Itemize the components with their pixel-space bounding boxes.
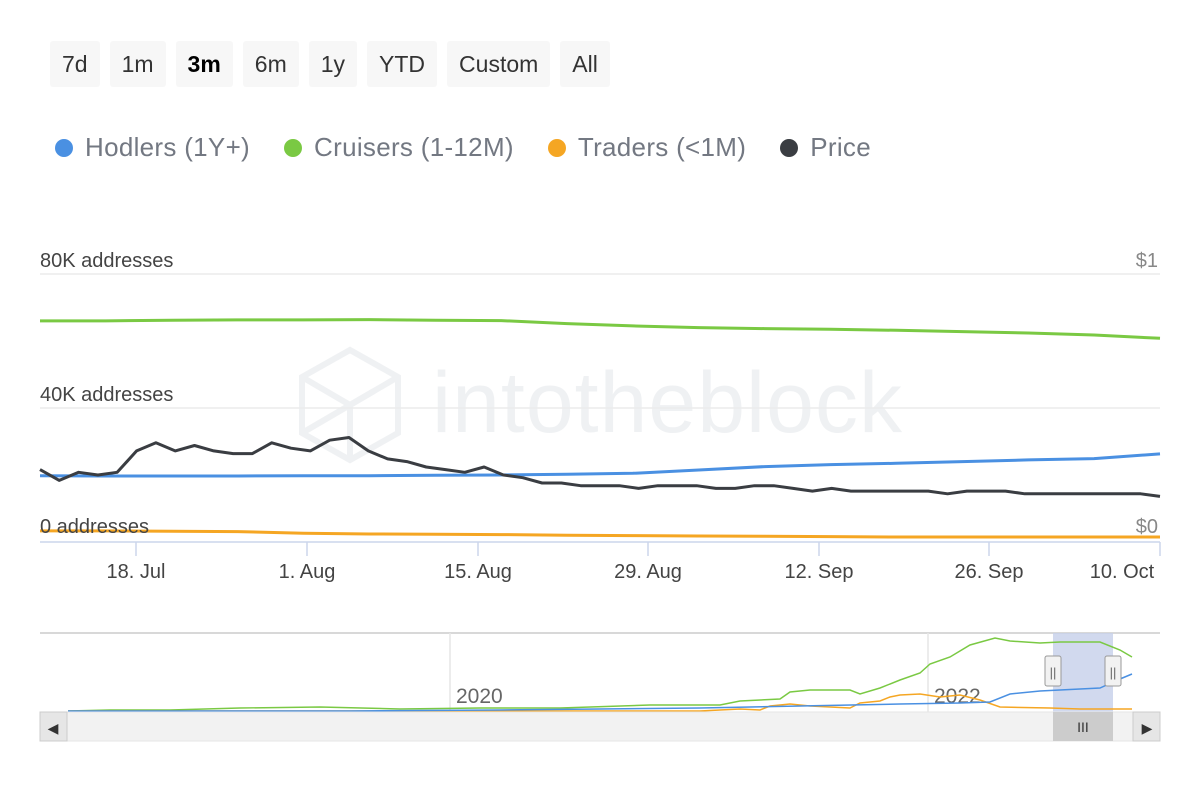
navigator: 2020 2022 || || xyxy=(40,632,1160,713)
range-button-all[interactable]: All xyxy=(560,41,610,87)
watermark-logo-icon xyxy=(299,346,401,464)
chart-legend: Hodlers (1Y+) Cruisers (1-12M) Traders (… xyxy=(55,132,871,163)
range-button-1y[interactable]: 1y xyxy=(308,41,358,87)
legend-label-traders: Traders (<1M) xyxy=(577,132,747,162)
x-tick-label: 15. Aug xyxy=(444,561,512,583)
scrollbar-thumb-grip: III xyxy=(1077,719,1089,735)
series-line-traders[interactable] xyxy=(40,529,1160,539)
navigator-handle-left[interactable]: || xyxy=(1044,655,1062,687)
legend-label-hodlers: Hodlers (1Y+) xyxy=(85,132,251,162)
navigator-selected-range[interactable] xyxy=(1053,633,1113,713)
x-axis-ticks: 18. Jul 1. Aug 15. Aug 29. Aug 12. Sep 26. Se… xyxy=(107,542,1161,583)
y-label-40k: 40K addresses xyxy=(40,384,173,406)
y-label-0: 0 addresses xyxy=(40,516,149,538)
legend-item-traders[interactable]: Traders (<1M) xyxy=(547,132,747,163)
legend-dot-hodlers xyxy=(55,138,73,157)
x-tick-label: 29. Aug xyxy=(614,561,682,583)
scrollbar-right-button[interactable]: ▶ xyxy=(1132,711,1161,742)
grid-lines xyxy=(40,273,1160,409)
legend-label-price: Price xyxy=(810,132,871,162)
range-button-1m[interactable]: 1m xyxy=(109,41,166,87)
scroll-left-arrow-icon: ◀ xyxy=(48,721,59,737)
navigator-label-2020: 2020 xyxy=(456,685,503,708)
x-tick-label: 26. Sep xyxy=(955,561,1024,583)
series-line-price[interactable] xyxy=(39,436,1161,498)
legend-item-cruisers[interactable]: Cruisers (1-12M) xyxy=(284,132,514,163)
navigator-handle-right-grip: || xyxy=(1110,665,1117,680)
scrollbar-track[interactable] xyxy=(39,711,1161,742)
navigator-handle-left-grip: || xyxy=(1050,665,1057,680)
legend-item-hodlers[interactable]: Hodlers (1Y+) xyxy=(55,132,250,163)
scrollbar: ◀ III ▶ xyxy=(39,711,1161,742)
y2-label-1: $1 xyxy=(1136,250,1158,272)
range-button-ytd[interactable]: YTD xyxy=(367,41,438,87)
series-line-cruisers[interactable] xyxy=(40,318,1161,340)
range-button-7d[interactable]: 7d xyxy=(50,41,100,87)
range-button-6m[interactable]: 6m xyxy=(242,41,299,87)
legend-label-cruisers: Cruisers (1-12M) xyxy=(314,132,514,162)
range-selector: 7d 1m 3m 6m 1y YTD Custom All xyxy=(50,41,610,87)
navigator-series-hodlers xyxy=(68,673,1133,712)
navigator-series-cruisers xyxy=(67,637,1133,712)
watermark-text: intotheblock xyxy=(432,355,903,451)
x-tick-label: 12. Sep xyxy=(785,561,854,583)
watermark: intotheblock xyxy=(299,346,903,464)
legend-dot-traders xyxy=(547,138,566,157)
y-label-80k: 80K addresses xyxy=(40,250,173,272)
x-tick-label: 10. Oct xyxy=(1090,561,1155,583)
y2-label-0: $0 xyxy=(1136,516,1158,538)
legend-dot-price xyxy=(780,138,799,157)
x-tick-label: 18. Jul xyxy=(107,561,166,583)
scrollbar-thumb[interactable]: III xyxy=(1053,712,1113,741)
scroll-right-arrow-icon: ▶ xyxy=(1142,721,1153,737)
series-layer xyxy=(39,318,1161,539)
legend-item-price[interactable]: Price xyxy=(780,132,871,163)
navigator-handle-right[interactable]: || xyxy=(1104,655,1122,687)
series-line-hodlers[interactable] xyxy=(39,452,1161,478)
legend-dot-cruisers xyxy=(284,138,303,157)
scrollbar-left-button[interactable]: ◀ xyxy=(39,711,68,742)
x-tick-label: 1. Aug xyxy=(279,561,336,583)
range-button-custom[interactable]: Custom xyxy=(447,41,551,87)
range-button-3m[interactable]: 3m xyxy=(175,41,233,87)
